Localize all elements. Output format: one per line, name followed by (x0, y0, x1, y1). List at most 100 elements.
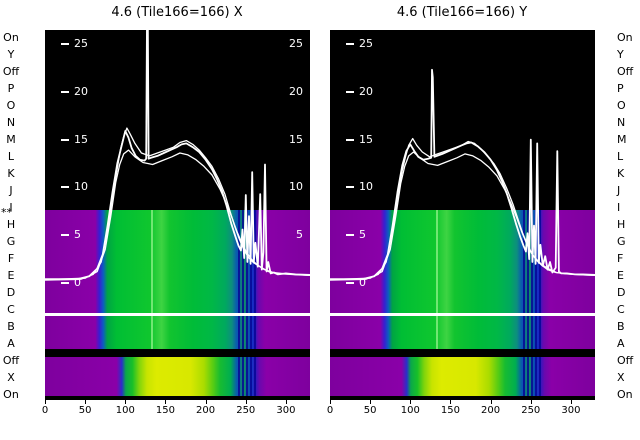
x-tick-label-0: 0 (326, 405, 334, 416)
x-tick-mark (165, 400, 167, 404)
y-tick-mark (61, 282, 69, 284)
x-tick-label-200: 200 (481, 405, 501, 416)
row-label-g-12: G (617, 235, 626, 248)
y-tick-right-25: 25 (289, 37, 303, 50)
heatmap-bright-column (151, 316, 153, 349)
y-tick-0: 0 (346, 276, 366, 290)
row-label-y-1: Y (7, 48, 15, 61)
x-tick-mark (570, 400, 572, 404)
panel-title-y: 4.6 (Tile166=166) Y (396, 5, 528, 20)
profile-curves (45, 30, 310, 281)
panel-x: 25 20 15 10 5 0 25 20 15 10 5 (45, 30, 310, 400)
curve-profile-2 (45, 127, 310, 281)
separator-line (45, 313, 310, 316)
y-tick-right-20: 20 (289, 84, 303, 98)
y-tick-mark (346, 43, 354, 45)
y-tick-15: 15 (61, 133, 88, 147)
row-label-n-5: N (6, 116, 16, 129)
y-tick-right-15: 15 (289, 132, 303, 146)
row-label-on-0: On (3, 31, 19, 44)
heatmap-bright-column (436, 210, 438, 313)
x-tick-label-150: 150 (155, 405, 175, 416)
curve-profile-3 (330, 151, 595, 281)
heatmap-band-lower (45, 357, 310, 396)
row-label-o-4: O (6, 99, 16, 112)
x-tick-mark (245, 400, 247, 404)
row-label-j-9: J (9, 184, 13, 197)
row-label-off-19: Off (2, 354, 20, 367)
row-label-p-3: P (617, 82, 624, 95)
row-label-o-4: O (617, 99, 626, 112)
y-tick-label: 20 (74, 84, 88, 98)
row-label-on-0: On (617, 31, 633, 44)
row-label-d-15: D (617, 286, 626, 299)
heatmap-bright-column (436, 316, 438, 349)
row-label-h-11: H (617, 218, 626, 231)
x-tick-label-0: 0 (41, 405, 49, 416)
row-label-y-1: Y (617, 48, 624, 61)
row-label-off-2: Off (2, 65, 20, 78)
row-label-e-14: E (7, 269, 15, 282)
x-tick-label-100: 100 (115, 405, 135, 416)
row-label-i-10: I (9, 201, 13, 214)
y-tick-mark (61, 138, 69, 141)
x-axis-ticks: 0 50 100 150 200 250 300 0 50 100 150 200 250 300 (0, 400, 640, 420)
y-tick-label: 25 (74, 37, 88, 50)
y-tick-25: 25 (346, 37, 373, 51)
heatmap-streak-columns (520, 316, 544, 349)
row-label-p-3: P (7, 82, 15, 95)
profile-curves (330, 68, 595, 281)
y-tick-mark (346, 282, 354, 284)
y-tick-label: 0 (74, 276, 81, 289)
panel-y: 25 20 15 10 5 0 (330, 30, 595, 400)
row-label-on-21: On (3, 388, 19, 401)
y-tick-label: 25 (359, 37, 373, 50)
x-tick-mark (125, 400, 127, 404)
x-tick-mark (205, 400, 207, 404)
separator-line (330, 313, 595, 316)
heatmap-band-mid (330, 316, 595, 349)
row-label-m-6: M (6, 133, 16, 146)
x-tick-mark (530, 400, 532, 404)
row-label-off-2: Off (617, 65, 634, 78)
y-tick-5: 5 (346, 228, 366, 242)
y-tick-15: 15 (346, 133, 373, 147)
row-label-b-17: B (617, 320, 625, 333)
y-tick-mark (346, 90, 354, 93)
y-tick-label: 10 (359, 180, 373, 194)
y-tick-right-10: 10 (289, 180, 303, 194)
heatmap-streak-columns (520, 357, 544, 396)
x-tick-mark (450, 400, 452, 404)
heatmap-band-lower (330, 357, 595, 396)
x-tick-label-100: 100 (400, 405, 420, 416)
x-tick-mark (410, 400, 412, 404)
y-tick-label: 15 (74, 132, 88, 146)
y-tick-mark (61, 90, 69, 93)
row-label-x-20: X (7, 371, 15, 384)
row-label-l-7: L (7, 150, 15, 163)
row-label-d-15: D (6, 286, 16, 299)
x-tick-mark (330, 400, 331, 404)
y-tick-mark (61, 186, 69, 189)
y-tick-label: 20 (359, 84, 373, 98)
y-tick-label: 15 (359, 132, 373, 146)
row-label-on-21: On (617, 388, 633, 401)
x-tick-label-50: 50 (363, 405, 377, 416)
row-label-x-20: X (617, 371, 625, 384)
row-label-e-14: E (617, 269, 624, 282)
y-tick-right-5: 5 (296, 228, 303, 242)
curve-profile-main (330, 68, 595, 281)
row-label-n-5: N (617, 116, 626, 129)
x-tick-mark (370, 400, 372, 404)
y-tick-20: 20 (61, 85, 88, 99)
y-tick-mark (61, 234, 69, 237)
y-tick-0: 0 (61, 276, 81, 290)
y-tick-25: 25 (61, 37, 88, 51)
heatmap-band-mid (45, 316, 310, 349)
row-label-l-7: L (617, 150, 624, 163)
row-label-f-13: F (7, 252, 15, 265)
row-label-a-18: A (617, 337, 625, 350)
curve-profile-3 (45, 149, 310, 281)
row-label-k-8: K (617, 167, 625, 180)
heatmap-band-upper (330, 210, 595, 313)
